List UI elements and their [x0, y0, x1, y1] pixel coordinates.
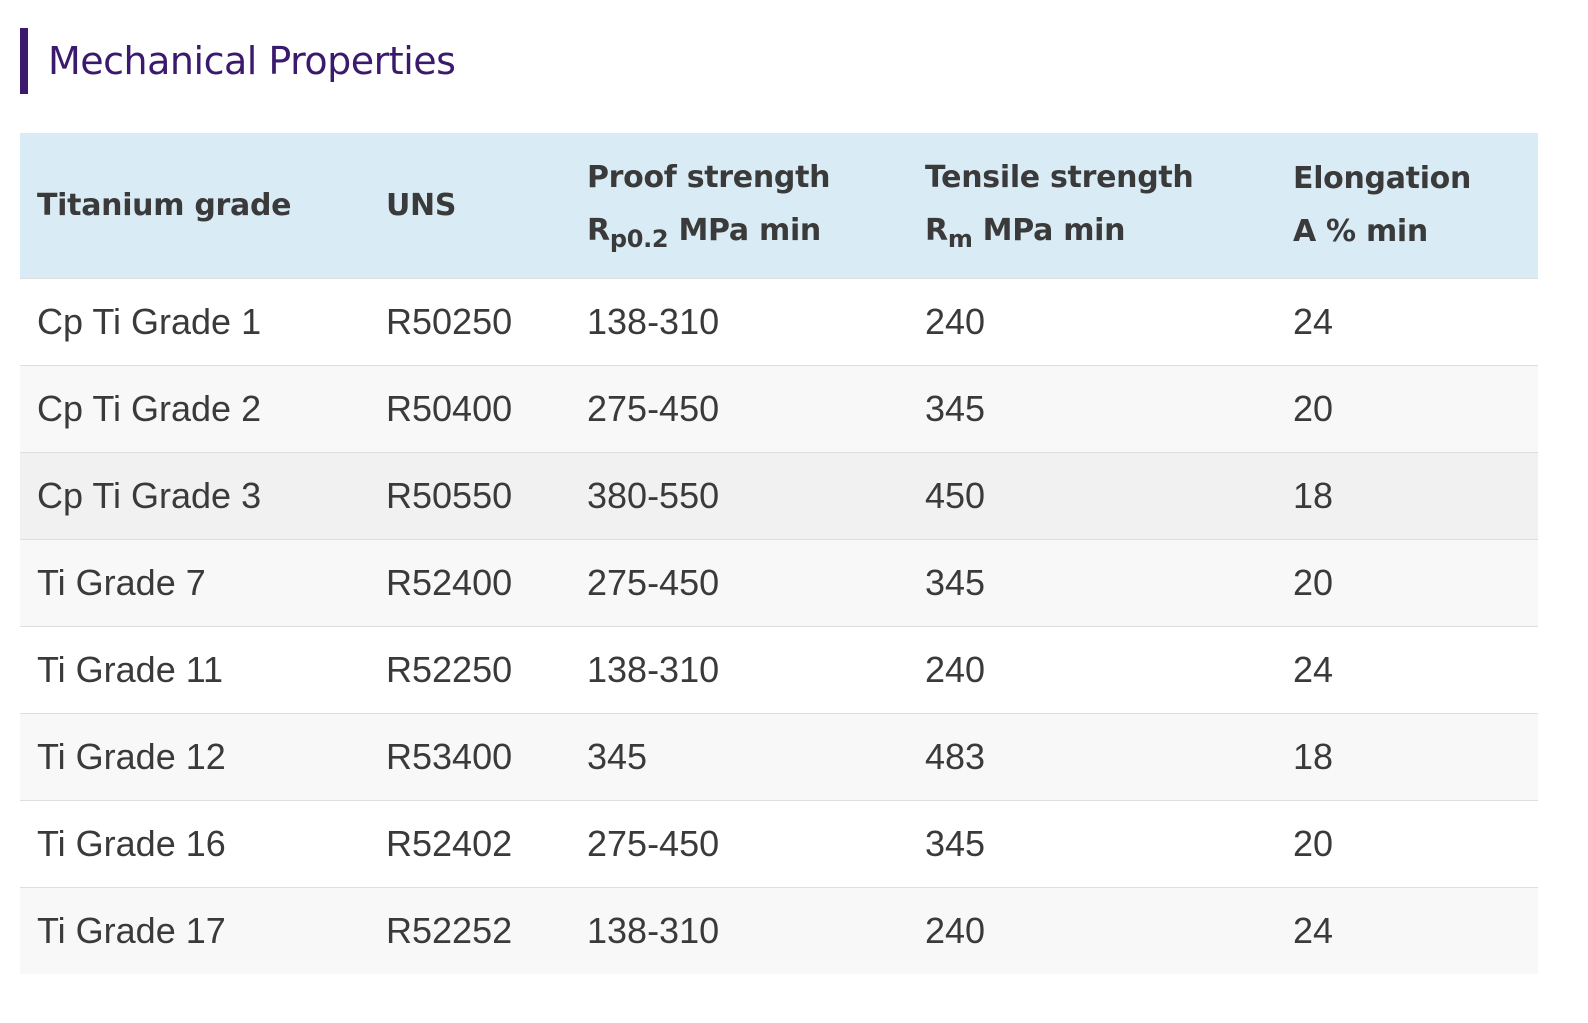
cell-uns: R52252 [386, 909, 513, 951]
header-proof-symbol: R [587, 213, 610, 249]
cell-tensile-strength: 483 [925, 735, 986, 777]
table-row: Cp Ti Grade 1 R50250 138-310 240 24 [20, 278, 1538, 365]
cell-uns: R52250 [386, 648, 513, 690]
table-body: Cp Ti Grade 1 R50250 138-310 240 24 Cp T… [20, 278, 1538, 974]
header-elongation-label: Elongation [1293, 161, 1472, 197]
cell-elongation: 24 [1293, 300, 1334, 342]
header-titanium-grade-label: Titanium grade [37, 187, 292, 223]
cell-proof-strength: 380-550 [587, 474, 720, 516]
table-header: Titanium grade UNS Proof strength Rp0.2 … [20, 133, 1538, 278]
cell-elongation: 18 [1293, 474, 1334, 516]
table-row: Cp Ti Grade 3 R50550 380-550 450 18 [20, 452, 1538, 539]
cell-elongation: 20 [1293, 822, 1334, 864]
cell-elongation: 20 [1293, 561, 1334, 603]
cell-uns: R52402 [386, 822, 513, 864]
table-row: Ti Grade 12 R53400 345 483 18 [20, 713, 1538, 800]
cell-proof-strength: 275-450 [587, 822, 720, 864]
cell-uns: R53400 [386, 735, 513, 777]
cell-proof-strength: 138-310 [587, 300, 720, 342]
cell-elongation: 18 [1293, 735, 1334, 777]
cell-uns: R50250 [386, 300, 513, 342]
table-row: Ti Grade 16 R52402 275-450 345 20 [20, 800, 1538, 887]
header-proof-strength-label: Proof strength [587, 160, 831, 196]
header-proof-subscript: p0.2 [609, 225, 669, 254]
header-proof-strength: Proof strength Rp0.2 MPa min [570, 133, 908, 278]
cell-tensile-strength: 240 [925, 648, 986, 690]
cell-proof-strength: 275-450 [587, 387, 720, 429]
header-row: Titanium grade UNS Proof strength Rp0.2 … [20, 133, 1538, 278]
cell-elongation: 20 [1293, 387, 1334, 429]
table-row: Ti Grade 7 R52400 275-450 345 20 [20, 539, 1538, 626]
cell-tensile-strength: 345 [925, 387, 986, 429]
cell-proof-strength: 345 [587, 735, 648, 777]
cell-uns: R50400 [386, 387, 513, 429]
cell-proof-strength: 275-450 [587, 561, 720, 603]
cell-grade: Cp Ti Grade 3 [37, 474, 262, 516]
header-tensile-strength: Tensile strength Rm MPa min [908, 133, 1276, 278]
cell-tensile-strength: 345 [925, 822, 986, 864]
cell-grade: Ti Grade 17 [37, 909, 226, 951]
header-proof-unit: MPa min [668, 213, 821, 249]
header-tensile-subscript: m [947, 225, 973, 254]
cell-grade: Cp Ti Grade 1 [37, 300, 262, 342]
header-uns: UNS [369, 133, 570, 278]
mechanical-properties-table: Titanium grade UNS Proof strength Rp0.2 … [20, 133, 1538, 974]
cell-uns: R52400 [386, 561, 513, 603]
cell-grade: Ti Grade 12 [37, 735, 226, 777]
header-titanium-grade: Titanium grade [20, 133, 369, 278]
cell-uns: R50550 [386, 474, 513, 516]
table-row: Cp Ti Grade 2 R50400 275-450 345 20 [20, 365, 1538, 452]
cell-elongation: 24 [1293, 648, 1334, 690]
header-tensile-strength-unit-line: Rm MPa min [925, 204, 1276, 259]
header-tensile-unit: MPa min [972, 213, 1126, 249]
cell-tensile-strength: 450 [925, 474, 986, 516]
cell-tensile-strength: 345 [925, 561, 986, 603]
table-row: Ti Grade 17 R52252 138-310 240 24 [20, 887, 1538, 974]
header-uns-label: UNS [386, 187, 457, 223]
cell-proof-strength: 138-310 [587, 648, 720, 690]
header-tensile-symbol: R [925, 213, 948, 249]
cell-grade: Cp Ti Grade 2 [37, 387, 262, 429]
cell-tensile-strength: 240 [925, 300, 986, 342]
table-row: Ti Grade 11 R52250 138-310 240 24 [20, 626, 1538, 713]
cell-elongation: 24 [1293, 909, 1334, 951]
header-elongation: Elongation A % min [1276, 133, 1538, 278]
cell-grade: Ti Grade 16 [37, 822, 226, 864]
cell-tensile-strength: 240 [925, 909, 986, 951]
header-proof-strength-unit-line: Rp0.2 MPa min [587, 204, 908, 259]
cell-proof-strength: 138-310 [587, 909, 720, 951]
section-heading: Mechanical Properties [20, 28, 456, 94]
cell-grade: Ti Grade 11 [37, 648, 224, 690]
cell-grade: Ti Grade 7 [37, 561, 206, 603]
header-tensile-strength-label: Tensile strength [925, 160, 1194, 196]
page-title: Mechanical Properties [48, 39, 456, 83]
header-elongation-unit: A % min [1293, 214, 1428, 250]
